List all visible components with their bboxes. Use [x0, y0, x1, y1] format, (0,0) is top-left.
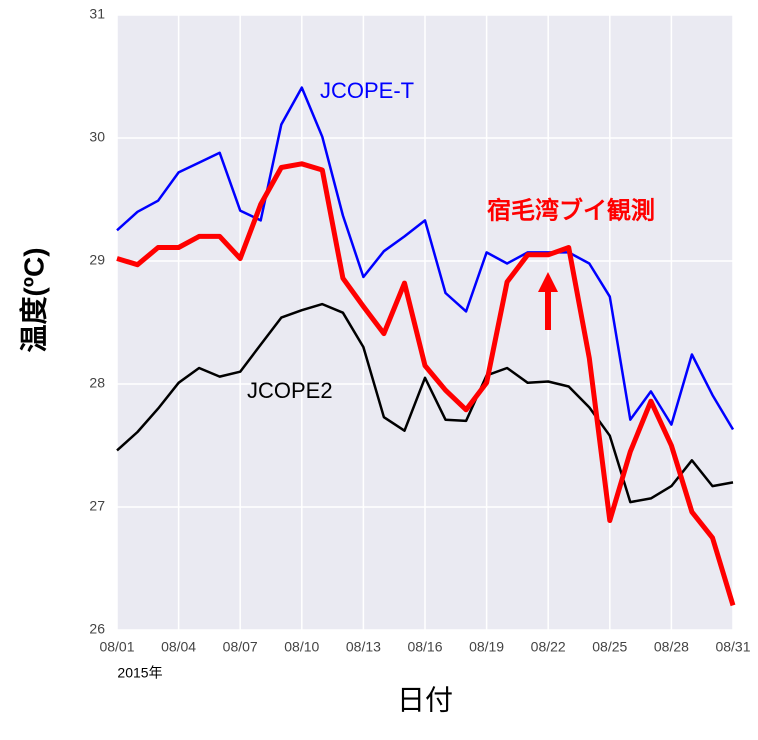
x-sublabel: 2015年 — [117, 665, 162, 681]
y-tick-label: 26 — [89, 621, 105, 637]
x-tick-label: 08/07 — [223, 639, 258, 655]
x-tick-label: 08/10 — [284, 639, 319, 655]
x-tick-label: 08/04 — [161, 639, 196, 655]
x-axis-label: 日付 — [397, 684, 453, 715]
x-tick-label: 08/16 — [407, 639, 442, 655]
series-label: JCOPE-T — [320, 78, 414, 103]
series-line — [116, 161, 736, 607]
x-tick-label: 08/28 — [654, 639, 689, 655]
x-tick-label: 08/01 — [99, 639, 134, 655]
y-tick-label: 28 — [89, 375, 105, 391]
y-tick-label: 29 — [89, 252, 105, 268]
x-tick-label: 08/22 — [531, 639, 566, 655]
y-axis-label: 温度(ºC) — [18, 247, 49, 352]
arrow-head — [538, 272, 558, 292]
x-tick-label: 08/19 — [469, 639, 504, 655]
y-tick-label: 31 — [89, 6, 105, 22]
series-line — [116, 302, 734, 504]
x-tick-label: 08/13 — [346, 639, 381, 655]
y-tick-label: 30 — [89, 129, 105, 145]
x-tick-label: 08/25 — [592, 639, 627, 655]
series-labels: JCOPE2 JCOPE-T 宿毛湾ブイ観測 — [247, 78, 655, 403]
lines — [116, 86, 736, 607]
series-line — [116, 86, 735, 431]
y-tick-label: 27 — [89, 498, 105, 514]
series-label: JCOPE2 — [247, 378, 333, 403]
series-label: 宿毛湾ブイ観測 — [487, 196, 655, 224]
x-tick-label: 08/31 — [715, 639, 750, 655]
